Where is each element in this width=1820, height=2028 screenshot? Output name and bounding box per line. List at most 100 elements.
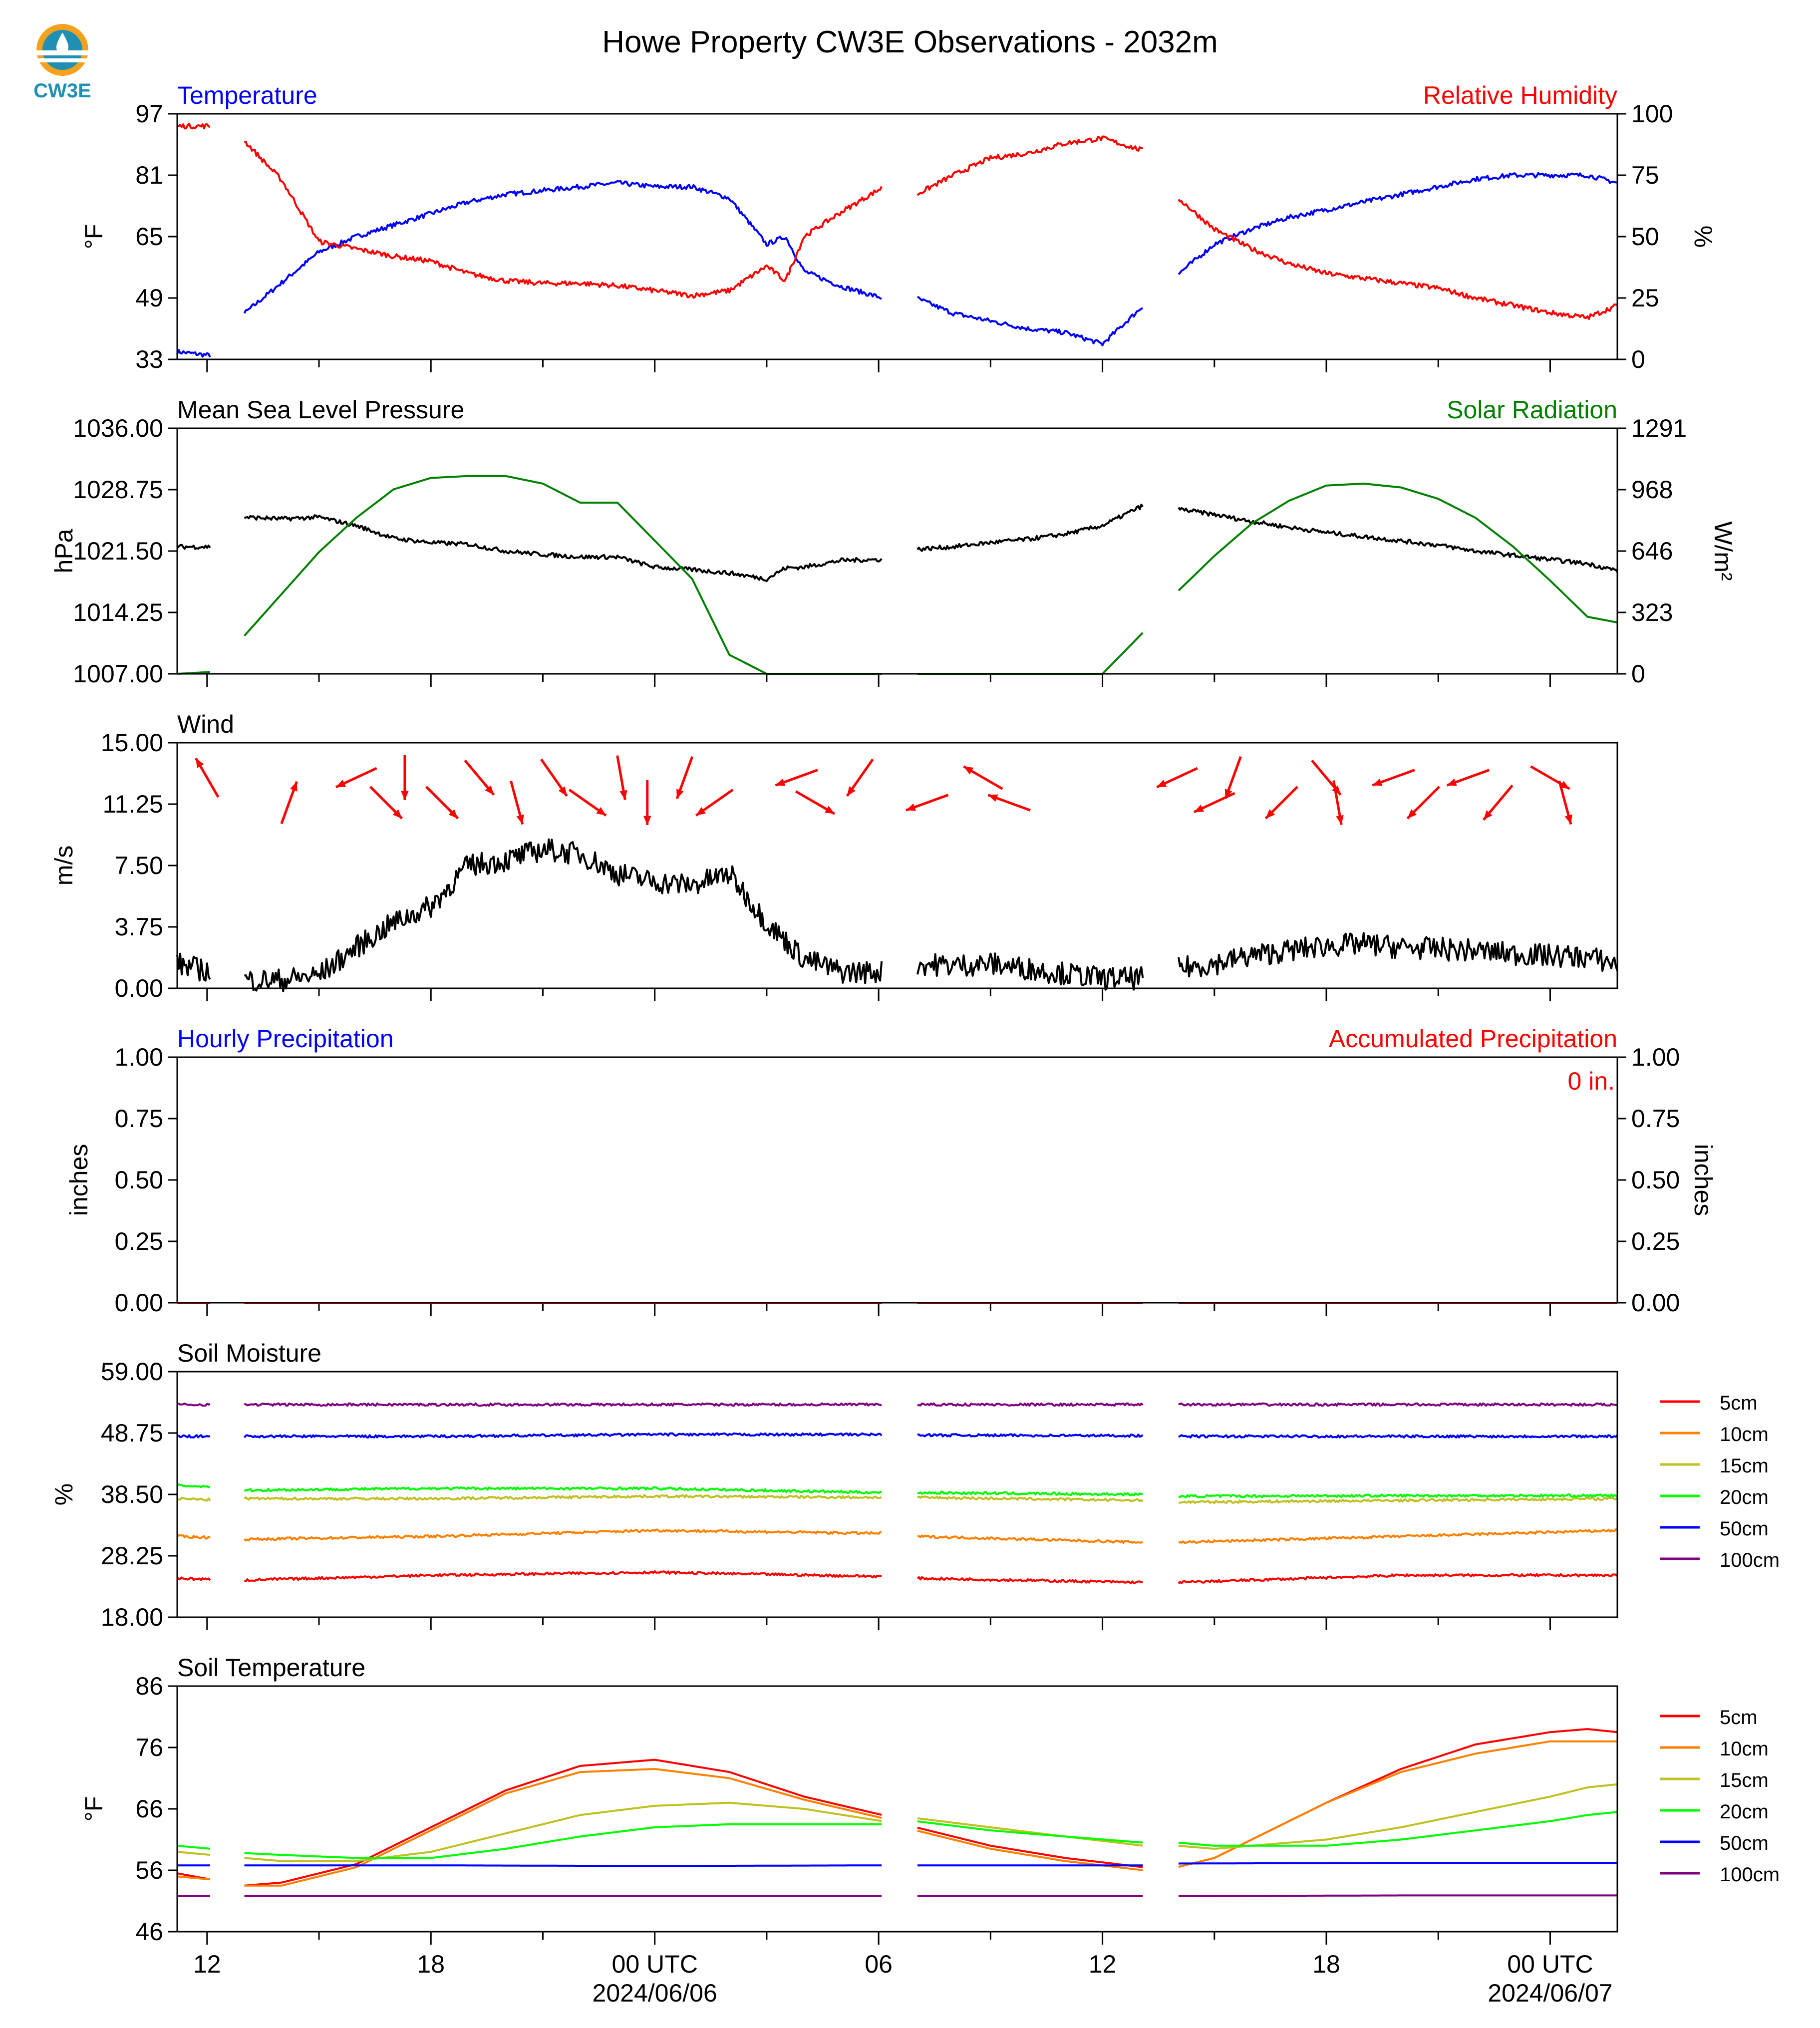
wind-arrow-head <box>1564 814 1572 825</box>
wind-arrow-head <box>392 809 402 819</box>
wind-arrow-head <box>596 807 607 816</box>
wind-arrow-head <box>1483 810 1493 820</box>
series-line-100cm <box>177 1894 1617 1897</box>
wind-arrow-head <box>847 786 856 796</box>
panel-title-left: Hourly Precipitation <box>177 1025 394 1053</box>
wind-arrow <box>1224 756 1242 800</box>
series-line-5cm <box>177 1728 1618 1887</box>
panel-4: Hourly Precipitation Accumulated Precipit… <box>65 1025 1717 1317</box>
wind-arrow-head <box>1194 805 1205 813</box>
wind-arrow <box>846 758 874 797</box>
wind-arrow-head <box>1447 778 1457 786</box>
x-tick-label: 00 UTC <box>1507 1950 1593 1978</box>
series-line-0 <box>176 504 1618 582</box>
panel-title-left: Soil Moisture <box>177 1339 321 1367</box>
legend-label: 5cm <box>1720 1707 1758 1729</box>
x-tick-label: 00 UTC <box>612 1950 698 1978</box>
panel-5: Soil Moisture 18.00 28.25 38.50 48.75 59.00% 5… <box>50 1339 1780 1631</box>
panel-6: Soil Temperature 46 56 66 76 86 °F 12 18 00 UTC 06… <box>80 1654 1780 2007</box>
y-axis-label-left: °F <box>80 224 108 250</box>
y-axis-label-right: inches <box>1689 1144 1717 1216</box>
wind-arrow <box>616 755 627 800</box>
panel-title-left: Temperature <box>177 81 317 109</box>
panel-3: Wind 0.00 3.75 7.50 11.25 15.00 m/s <box>50 710 1618 1002</box>
y-axis-label-left: °F <box>80 1796 108 1822</box>
wind-arrow <box>280 781 298 825</box>
y-tick-label-left: 7.50 <box>115 852 163 879</box>
y-tick-label-right: 646 <box>1631 537 1673 565</box>
wind-arrow-head <box>1265 809 1275 819</box>
panel-2: Mean Sea Level Pressure Solar Radiation 10… <box>50 396 1737 688</box>
plot-frame <box>176 427 1618 675</box>
y-tick-label-right: 0.00 <box>1631 1289 1680 1317</box>
wind-arrow <box>675 756 694 800</box>
wind-arrow <box>1372 769 1415 787</box>
wind-arrow <box>568 789 607 817</box>
y-tick-label-left: 3.75 <box>115 913 163 941</box>
y-tick-label-left: 1036.00 <box>73 414 163 442</box>
y-axis-label-left: hPa <box>50 529 78 573</box>
wind-arrow <box>1332 780 1344 825</box>
y-tick-label-right: 0 <box>1631 345 1645 373</box>
panel-title-left: Soil Temperature <box>177 1654 365 1682</box>
y-tick-label-left: 0.00 <box>115 974 163 1002</box>
wind-arrow-head <box>619 790 627 800</box>
y-tick-label-left: 1.00 <box>115 1043 163 1071</box>
wind-arrow <box>795 790 836 815</box>
wind-arrow-head <box>1336 815 1344 825</box>
x-tick-label: 12 <box>1089 1950 1117 1978</box>
legend-label: 20cm <box>1720 1801 1769 1823</box>
legend-label: 15cm <box>1720 1455 1769 1477</box>
wind-arrow-head <box>1559 781 1570 789</box>
y-axis-label-left: inches <box>65 1144 93 1216</box>
wind-arrow <box>906 794 949 812</box>
wind-arrow-head <box>643 816 651 825</box>
y-tick-label-left: 76 <box>135 1734 163 1761</box>
series-line-100cm <box>177 1402 1618 1407</box>
wind-arrow <box>1482 784 1514 821</box>
legend-label: 20cm <box>1720 1486 1769 1508</box>
wind-arrow-head <box>1224 789 1232 799</box>
wind-arrow <box>1446 769 1490 787</box>
panel-title-left: Mean Sea Level Pressure <box>177 396 464 424</box>
wind-arrow <box>1193 792 1235 814</box>
y-tick-label-left: 18.00 <box>101 1603 163 1631</box>
legend: 5cm 10cm 15cm 20cm 50cm 100cm <box>1660 1392 1780 1571</box>
series-line-20cm <box>177 1811 1618 1859</box>
wind-arrow-head <box>448 809 458 819</box>
wind-arrow <box>335 767 377 789</box>
x-date-label: 2024/06/06 <box>593 1979 717 2007</box>
y-tick-label-right: 1291 <box>1631 414 1687 442</box>
wind-arrow <box>1406 786 1440 820</box>
y-axis-label-left: m/s <box>50 846 78 886</box>
series-line-20cm <box>176 1483 1618 1498</box>
y-tick-label-left: 1021.50 <box>73 537 163 565</box>
wind-arrow <box>510 780 524 825</box>
y-tick-label-right: 0 <box>1631 660 1645 688</box>
wind-arrow <box>1530 765 1570 790</box>
panel-title-right: Accumulated Precipitation <box>1329 1025 1617 1053</box>
wind-arrow <box>775 769 818 787</box>
y-tick-label-right: 100 <box>1631 100 1673 128</box>
y-tick-label-right: 968 <box>1631 476 1673 504</box>
y-tick-label-left: 56 <box>135 1856 163 1884</box>
legend-label: 10cm <box>1720 1738 1769 1760</box>
water-drop-icon <box>56 32 68 53</box>
wind-arrow-head <box>1372 778 1383 786</box>
legend: 5cm 10cm 15cm 20cm 50cm 100cm <box>1660 1707 1780 1886</box>
y-tick-label-left: 38.50 <box>101 1480 163 1508</box>
legend-label: 50cm <box>1720 1832 1769 1854</box>
panel-title-right: Solar Radiation <box>1447 396 1617 424</box>
series-line-15cm <box>177 1494 1618 1504</box>
wind-arrow <box>540 758 568 797</box>
wind-arrow-head <box>401 791 409 800</box>
y-tick-label-right: 323 <box>1631 598 1673 626</box>
y-tick-label-right: 50 <box>1631 223 1659 251</box>
y-tick-label-left: 81 <box>135 161 163 189</box>
y-tick-label-right: 0.75 <box>1631 1105 1680 1133</box>
series-line-1 <box>177 475 1618 675</box>
wind-arrow <box>963 765 1003 790</box>
x-tick-label: 18 <box>417 1950 445 1978</box>
y-tick-label-left: 1014.25 <box>73 598 163 626</box>
